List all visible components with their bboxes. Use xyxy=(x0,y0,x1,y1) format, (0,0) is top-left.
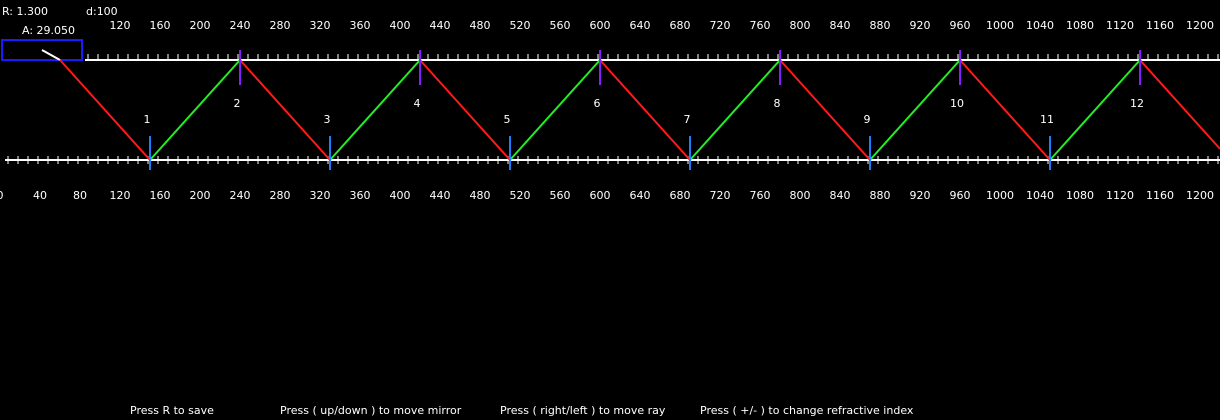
ruler-label: 1200 xyxy=(1186,189,1214,202)
ray-segment xyxy=(329,59,421,161)
ray xyxy=(59,50,1220,170)
ruler-label: 600 xyxy=(590,189,611,202)
ruler-label: 160 xyxy=(150,189,171,202)
ruler-label: 320 xyxy=(310,19,331,32)
ruler-label: 440 xyxy=(430,189,451,202)
ruler-label: 680 xyxy=(670,19,691,32)
ruler-label: 1160 xyxy=(1146,189,1174,202)
distance: d:100 xyxy=(86,5,118,18)
ruler-label: 800 xyxy=(790,19,811,32)
ruler-label: 960 xyxy=(950,189,971,202)
ruler-label: 1000 xyxy=(986,189,1014,202)
ruler-label: 80 xyxy=(73,189,87,202)
ruler-label: 320 xyxy=(310,189,331,202)
ruler-label: 1080 xyxy=(1066,189,1094,202)
ruler-label: 880 xyxy=(870,189,891,202)
ruler-label: 120 xyxy=(110,189,131,202)
ruler-label: 600 xyxy=(590,19,611,32)
refractive-index: R: 1.300 xyxy=(2,5,48,18)
footer-hint: Press ( right/left ) to move ray xyxy=(500,404,666,417)
ruler-label: 1120 xyxy=(1106,19,1134,32)
ruler-label: 1120 xyxy=(1106,189,1134,202)
ruler-label: 280 xyxy=(270,19,291,32)
ruler-label: 1160 xyxy=(1146,19,1174,32)
ruler-label: 880 xyxy=(870,19,891,32)
ruler-label: 120 xyxy=(110,19,131,32)
ruler-label: 760 xyxy=(750,189,771,202)
ruler-label: 440 xyxy=(430,19,451,32)
ray-segment xyxy=(59,59,151,161)
ruler-label: 1040 xyxy=(1026,189,1054,202)
ruler-label: 560 xyxy=(550,19,571,32)
reflection-label: 2 xyxy=(234,97,241,110)
ruler-label: 680 xyxy=(670,189,691,202)
reflection-label: 9 xyxy=(864,113,871,126)
ray-segment xyxy=(1049,59,1141,161)
ruler-label: 640 xyxy=(630,19,651,32)
ruler-ticks xyxy=(7,54,1219,164)
reflection-label: 10 xyxy=(950,97,964,110)
ruler-label: 200 xyxy=(190,19,211,32)
ruler-label: 480 xyxy=(470,189,491,202)
reflection-label: 1 xyxy=(144,113,151,126)
ray-segment xyxy=(239,59,331,161)
ray-segment xyxy=(779,59,871,161)
ruler-label: 0 xyxy=(0,189,4,202)
reflection-label: 12 xyxy=(1130,97,1144,110)
ruler-label: 560 xyxy=(550,189,571,202)
ray-segment xyxy=(509,59,601,161)
ruler-label: 960 xyxy=(950,19,971,32)
footer-hint: Press ( up/down ) to move mirror xyxy=(280,404,462,417)
reflection-label: 8 xyxy=(774,97,781,110)
ray-segment xyxy=(689,59,781,161)
ruler-label: 1000 xyxy=(986,19,1014,32)
ruler-label: 760 xyxy=(750,19,771,32)
ray-segment xyxy=(599,59,691,161)
reflection-label: 7 xyxy=(684,113,691,126)
ruler-label: 480 xyxy=(470,19,491,32)
ruler-label: 1080 xyxy=(1066,19,1094,32)
reflection-label: 3 xyxy=(324,113,331,126)
ruler-label: 40 xyxy=(33,189,47,202)
ruler-label: 1040 xyxy=(1026,19,1054,32)
ruler-label: 240 xyxy=(230,189,251,202)
ruler-label: 720 xyxy=(710,19,731,32)
reflection-label: 11 xyxy=(1040,113,1054,126)
ray-segment xyxy=(869,59,961,161)
ruler-label: 840 xyxy=(830,19,851,32)
ruler-label: 800 xyxy=(790,189,811,202)
ruler-label: 720 xyxy=(710,189,731,202)
reflection-label: 6 xyxy=(594,97,601,110)
ray-segment xyxy=(1139,59,1220,150)
ray-segment xyxy=(419,59,511,161)
ruler-label: 200 xyxy=(190,189,211,202)
reflection-label: 5 xyxy=(504,113,511,126)
angle: A: 29.050 xyxy=(22,24,75,37)
ruler-label: 1200 xyxy=(1186,19,1214,32)
ruler-label: 920 xyxy=(910,19,931,32)
ray-segment xyxy=(959,59,1051,161)
ruler-label: 360 xyxy=(350,189,371,202)
ruler-label: 280 xyxy=(270,189,291,202)
ray-segment xyxy=(149,59,241,161)
footer-hint: Press R to save xyxy=(130,404,214,417)
ruler-label: 920 xyxy=(910,189,931,202)
ruler-label: 520 xyxy=(510,189,531,202)
angle-indicator xyxy=(41,49,61,61)
reflection-label: 4 xyxy=(414,97,421,110)
ruler-label: 240 xyxy=(230,19,251,32)
angle-box xyxy=(1,39,83,61)
ruler-label: 840 xyxy=(830,189,851,202)
ruler-label: 520 xyxy=(510,19,531,32)
ruler-label: 160 xyxy=(150,19,171,32)
ruler-label: 400 xyxy=(390,189,411,202)
footer-hint: Press ( +/- ) to change refractive index xyxy=(700,404,914,417)
ruler-label: 640 xyxy=(630,189,651,202)
ruler-label: 400 xyxy=(390,19,411,32)
ruler-label: 360 xyxy=(350,19,371,32)
